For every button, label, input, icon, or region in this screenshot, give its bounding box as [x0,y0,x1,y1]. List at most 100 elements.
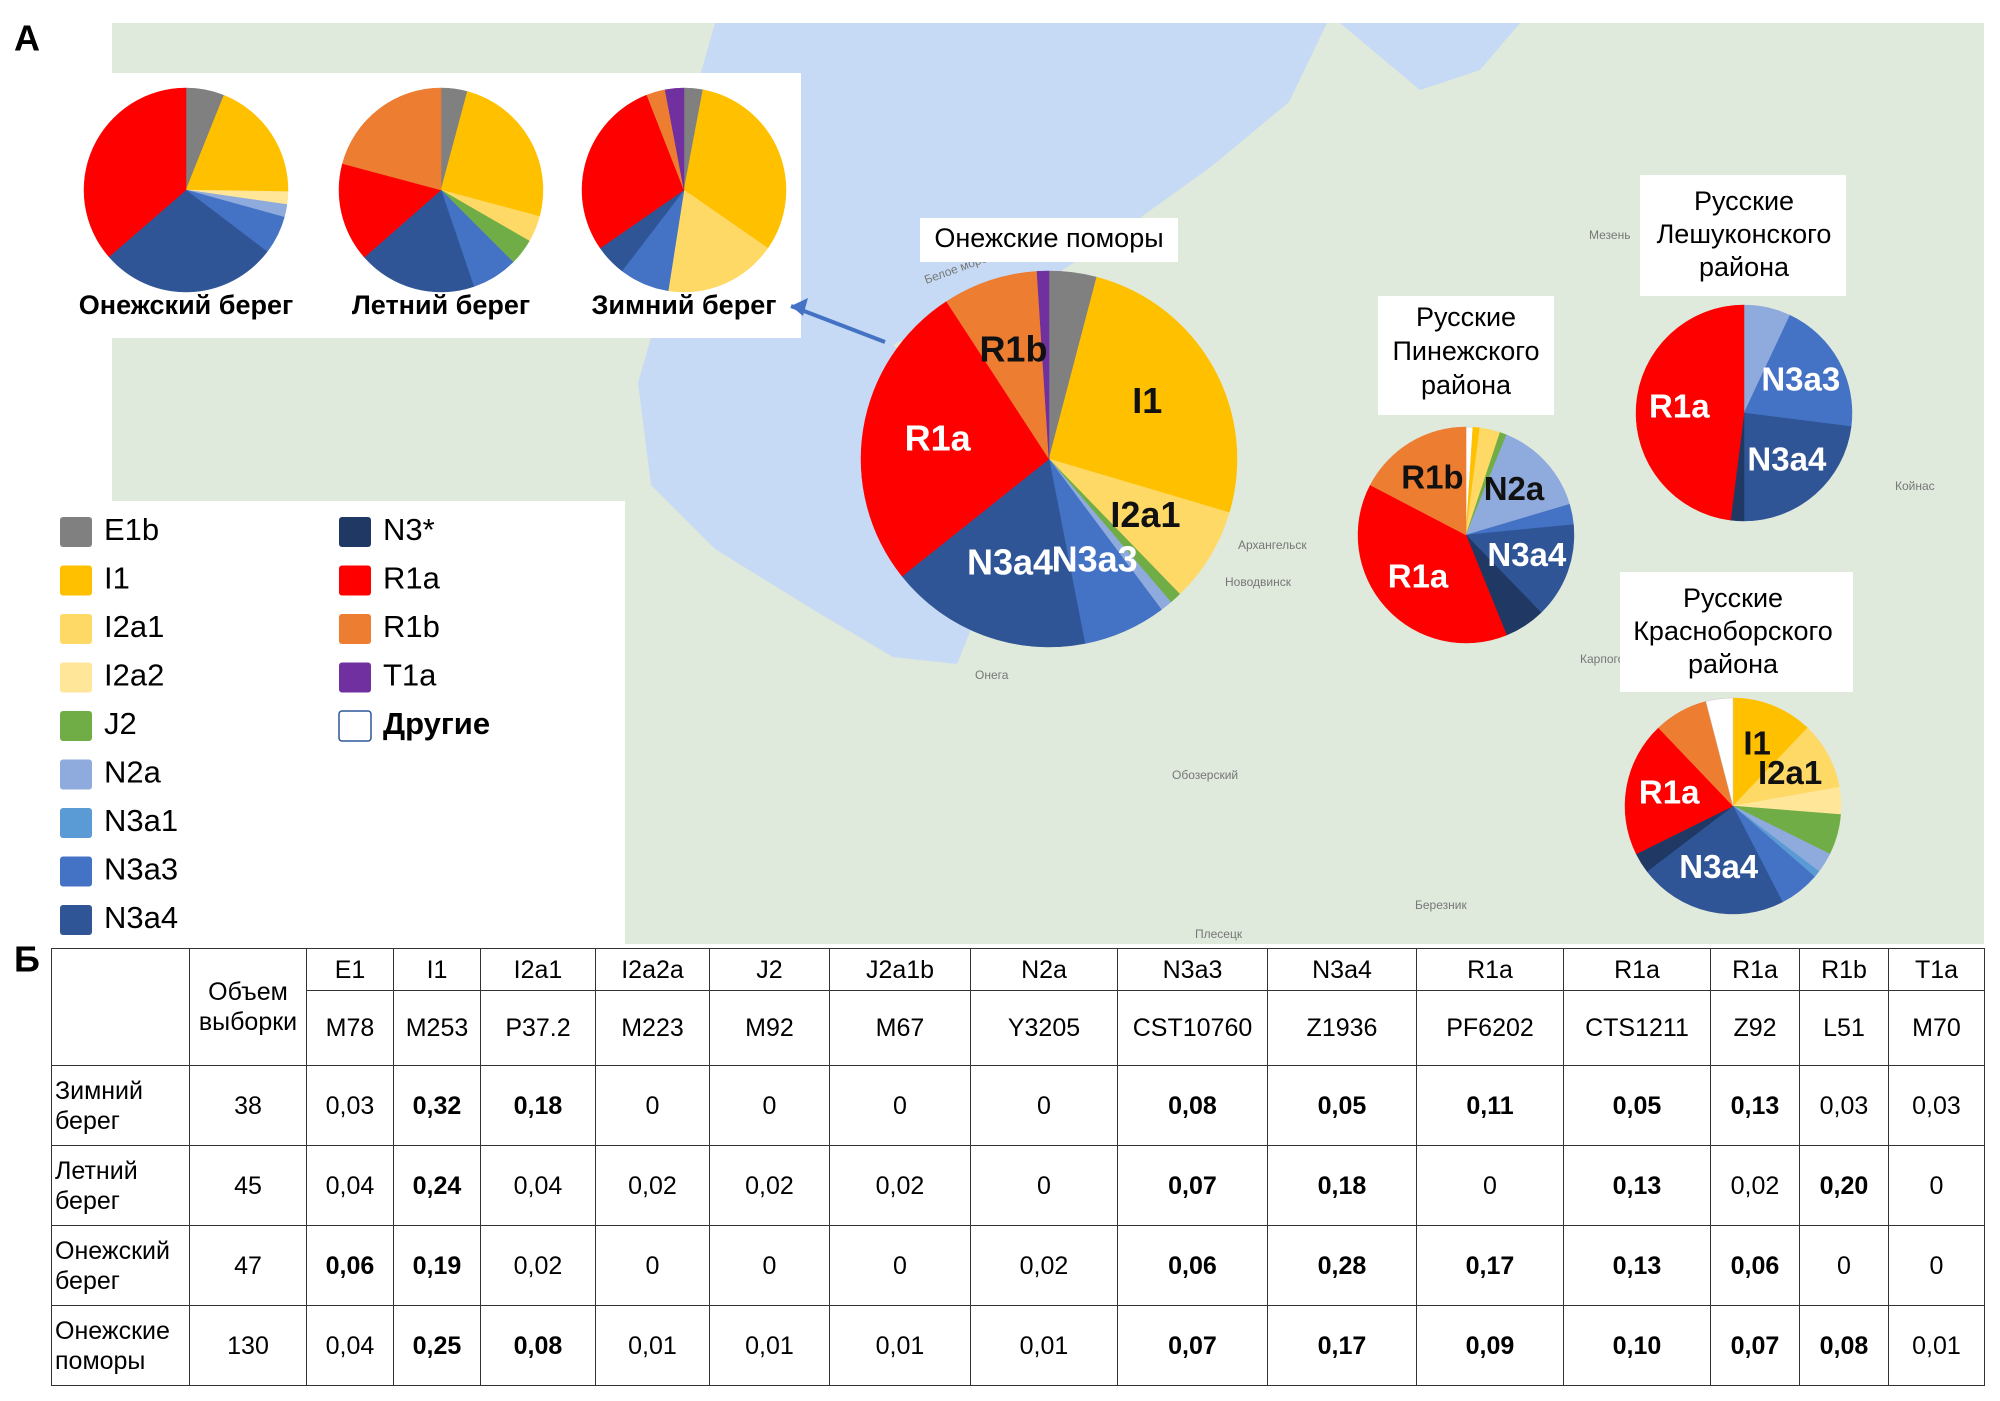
white-sea [638,23,1327,664]
pie: Летний берег [338,87,544,320]
legend-swatch [60,856,92,887]
map-label: Новодвинск [1225,575,1292,589]
header-haplogroup: N2a [970,948,1118,991]
slice-label: R1a [905,418,972,459]
pie-slice [664,87,685,191]
slice-label: I1 [1132,380,1162,421]
population-cell: Летний берег [51,1145,190,1226]
slice-label: N3a3 [1761,361,1840,398]
pie-slice [342,87,442,191]
header-haplogroup: I1 [393,948,481,991]
pie-slice [440,91,544,217]
slice-label: N3a4 [1747,440,1827,477]
population-cell: Зимний берег [51,1065,190,1146]
frequency-cell: 0,11 [1416,1065,1564,1146]
header-haplogroup: I2a1 [480,948,596,991]
frequency-cell: 0,05 [1267,1065,1417,1146]
pie-title: Пинежского [1392,336,1539,366]
frequency-cell: 0,25 [393,1305,481,1386]
frequency-cell: 0 [970,1145,1118,1226]
frequency-cell: 0 [1888,1225,1985,1306]
slice-label: R1a [1639,773,1700,810]
map-label: Онега [975,668,1009,682]
pie-title: Красноборского [1633,616,1833,646]
frequency-cell: 0,03 [1799,1065,1889,1146]
frequency-cell: 0 [970,1065,1118,1146]
legend-label: I2a2 [104,658,164,693]
frequency-cell: 0,02 [595,1145,710,1226]
frequency-cell: 0 [1888,1145,1985,1226]
corner-cell [51,948,190,1066]
frequency-cell: 0,28 [1267,1225,1417,1306]
pie-slice [1357,484,1507,644]
legend-swatch [60,517,92,547]
haplogroup-table: Объем выборки E1 I1 I2a1 I2a2a J2 J2a1b N2a N3a3… [51,948,1985,1386]
legend-swatch [60,662,92,693]
pie-title: Русские [1416,302,1516,332]
header-snp: CTS1211 [1563,990,1711,1066]
frequency-cell: 0,04 [480,1145,596,1226]
pie-title-box [1640,175,1846,296]
legend-swatch [60,711,92,741]
slice-label: N3a4 [967,541,1053,582]
slice-label: R1b [1401,458,1463,495]
frequency-cell: 0 [1416,1145,1564,1226]
legend-swatch [60,905,92,935]
header-snp: M92 [709,990,830,1066]
frequency-cell: 0,18 [1267,1145,1417,1226]
pie-slice [1646,805,1783,915]
slice-label: N3a4 [1487,536,1567,573]
header-snp: P37.2 [480,990,596,1066]
population-cell: Онежский берег [51,1225,190,1306]
frequency-cell: 0,07 [1117,1305,1268,1386]
frequency-cell: 0 [1799,1225,1889,1306]
frequency-cell: 0 [709,1225,830,1306]
pie-slice [1465,434,1570,536]
legend-label: N2a [104,755,162,790]
pie-title: Лешуконского [1657,219,1832,249]
pie-slice [1635,304,1745,521]
legend-label: R1b [383,609,440,644]
header-haplogroup: R1a [1710,948,1800,991]
frequency-cell: 0,20 [1799,1145,1889,1226]
legend-label: T1a [383,658,437,693]
frequency-cell: 0,04 [306,1145,394,1226]
slice-label: I2a1 [1758,754,1822,791]
arrow-head [791,298,808,316]
frequency-cell: 0,02 [709,1145,830,1226]
frequency-cell: 0,02 [480,1225,596,1306]
panel-b-label-area: Б [14,939,40,980]
legend-swatch [339,517,371,547]
frequency-cell: 0,08 [1799,1305,1889,1386]
panel-a: А Белое море Мезень Архангельск Новодвин… [14,17,1984,944]
pie-slice [901,458,1086,648]
legend-swatch [338,710,372,742]
pie-slice [1705,697,1734,807]
pie-slice [1369,426,1467,536]
pie: Русские Пинежского района N2a N3a4 R1a R1b [1357,296,1575,644]
legend-swatch [339,565,371,596]
header-haplogroup: R1b [1799,948,1889,991]
frequency-cell: 0,02 [970,1225,1118,1306]
legend-swatch [339,662,371,693]
population-cell: Онежские поморы [51,1305,190,1386]
header-snp: M78 [306,990,394,1066]
header-haplogroup: R1a [1563,948,1711,991]
legend-label: N3* [383,512,435,547]
pie-slice [108,189,268,293]
frequency-cell: 0,01 [1888,1305,1985,1386]
header-haplogroup: R1a [1416,948,1564,991]
slice-label: I2a1 [1110,494,1180,535]
legend-label: Другие [383,706,490,741]
header-snp: M67 [829,990,971,1066]
frequency-cell: 0,02 [1710,1145,1800,1226]
header-haplogroup: J2 [709,948,830,991]
table-row: Объем выборки E1 I1 I2a1 I2a2a J2 J2a1b N2a N3a3… [51,948,1985,1066]
legend-swatch [60,759,92,790]
frequency-cell: 0,10 [1563,1305,1711,1386]
frequency-cell: 0,17 [1267,1305,1417,1386]
frequency-cell: 0,09 [1416,1305,1564,1386]
legend-label: N3a4 [104,900,178,935]
